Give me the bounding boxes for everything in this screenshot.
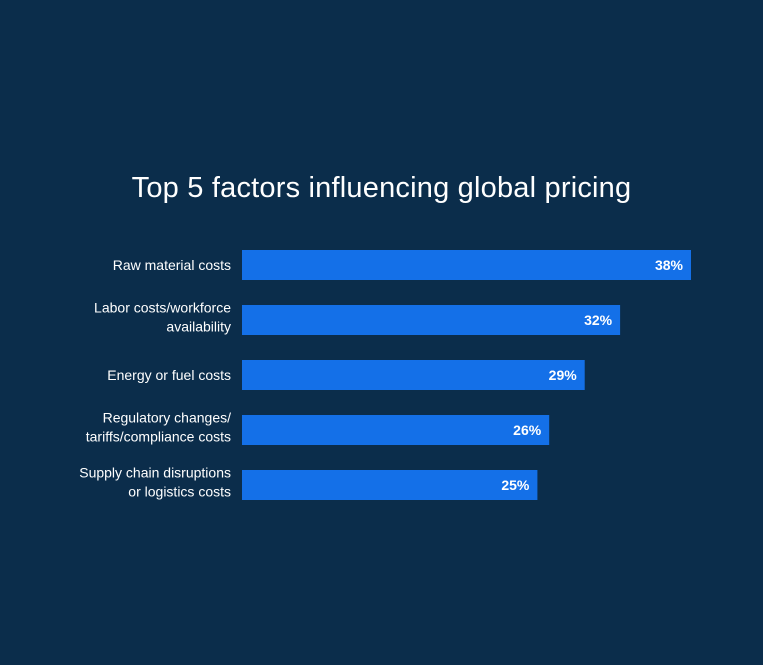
- bar-value-label: 32%: [584, 312, 613, 328]
- bar-value-label: 26%: [513, 422, 542, 438]
- bar: [242, 360, 585, 390]
- category-label: Labor costs/workforce: [94, 300, 231, 316]
- chart-title: Top 5 factors influencing global pricing: [131, 172, 632, 204]
- bar-value-label: 29%: [549, 367, 578, 383]
- category-label: Regulatory changes/: [103, 410, 232, 426]
- category-label: Raw material costs: [113, 257, 231, 273]
- category-label: availability: [166, 319, 231, 335]
- bar-value-label: 25%: [501, 477, 530, 493]
- category-label: or logistics costs: [128, 484, 231, 500]
- bar: [242, 470, 538, 500]
- category-label: Supply chain disruptions: [79, 465, 231, 481]
- category-label: Energy or fuel costs: [107, 367, 231, 383]
- category-label: tariffs/compliance costs: [86, 429, 231, 445]
- bar: [242, 305, 621, 335]
- bar: [242, 250, 691, 280]
- bar: [242, 415, 550, 445]
- bar-value-label: 38%: [655, 257, 684, 273]
